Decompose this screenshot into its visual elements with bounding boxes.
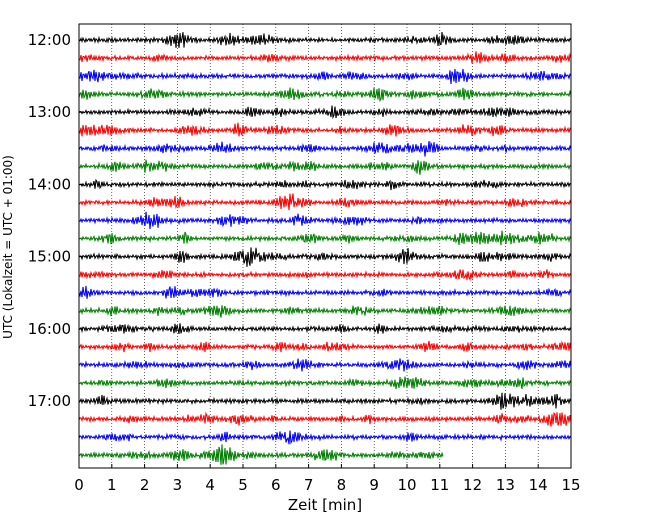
trace-1315 [78,122,572,137]
x-tick-label: 5 [238,476,248,494]
plot-frame [78,23,572,469]
x-tick-label: 3 [173,476,183,494]
trace-1415 [78,193,572,211]
trace-1300 [78,105,572,120]
trace-1645 [78,376,572,390]
trace-1515 [78,269,572,282]
trace-1230 [78,68,572,84]
y-tick-label: 12:00 [28,31,71,49]
trace-1600 [78,323,572,335]
x-tick-label: 12 [463,476,482,494]
trace-1730 [78,430,572,445]
x-axis-title: Zeit [min] [288,496,362,514]
trace-1400 [78,178,572,191]
y-tick-label: 14:00 [28,175,71,193]
trace-1745 [78,444,444,465]
trace-1430 [78,211,572,230]
y-tick-label: 16:00 [28,320,71,338]
trace-1615 [78,340,572,353]
trace-1245 [78,87,572,103]
trace-1630 [78,358,572,372]
x-tick-label: 14 [529,476,548,494]
x-tick-label: 8 [337,476,347,494]
y-tick-label: 17:00 [28,392,71,410]
trace-1500 [78,247,572,267]
y-tick-label: 15:00 [28,248,71,266]
x-tick-label: 1 [107,476,117,494]
trace-1445 [78,230,572,246]
x-axis-ticks: 0 1 2 3 4 5 6 7 8 9 10 11 12 13 14 15 [74,464,581,494]
x-tick-label: 13 [496,476,515,494]
trace-1215 [78,51,572,64]
trace-1530 [78,285,572,299]
seismic-traces [78,32,572,465]
x-tick-label: 9 [369,476,379,494]
trace-1715 [78,411,572,427]
y-axis-ticks: 12:00 13:00 14:00 15:00 16:00 17:00 [28,31,83,410]
y-tick-label: 13:00 [28,103,71,121]
x-tick-label: 7 [304,476,314,494]
trace-1700 [78,392,572,410]
x-tick-label: 15 [561,476,580,494]
trace-1345 [79,159,572,175]
x-tick-label: 4 [205,476,215,494]
x-tick-label: 2 [140,476,150,494]
x-tick-label: 6 [271,476,281,494]
x-tick-label: 10 [397,476,416,494]
trace-1545 [78,305,572,318]
y-axis-title: UTC (Lokalzeit = UTC + 01:00) [1,155,15,339]
x-tick-label: 0 [74,476,84,494]
trace-1200 [78,32,572,48]
x-tick-label: 11 [430,476,449,494]
trace-1330 [78,140,572,157]
